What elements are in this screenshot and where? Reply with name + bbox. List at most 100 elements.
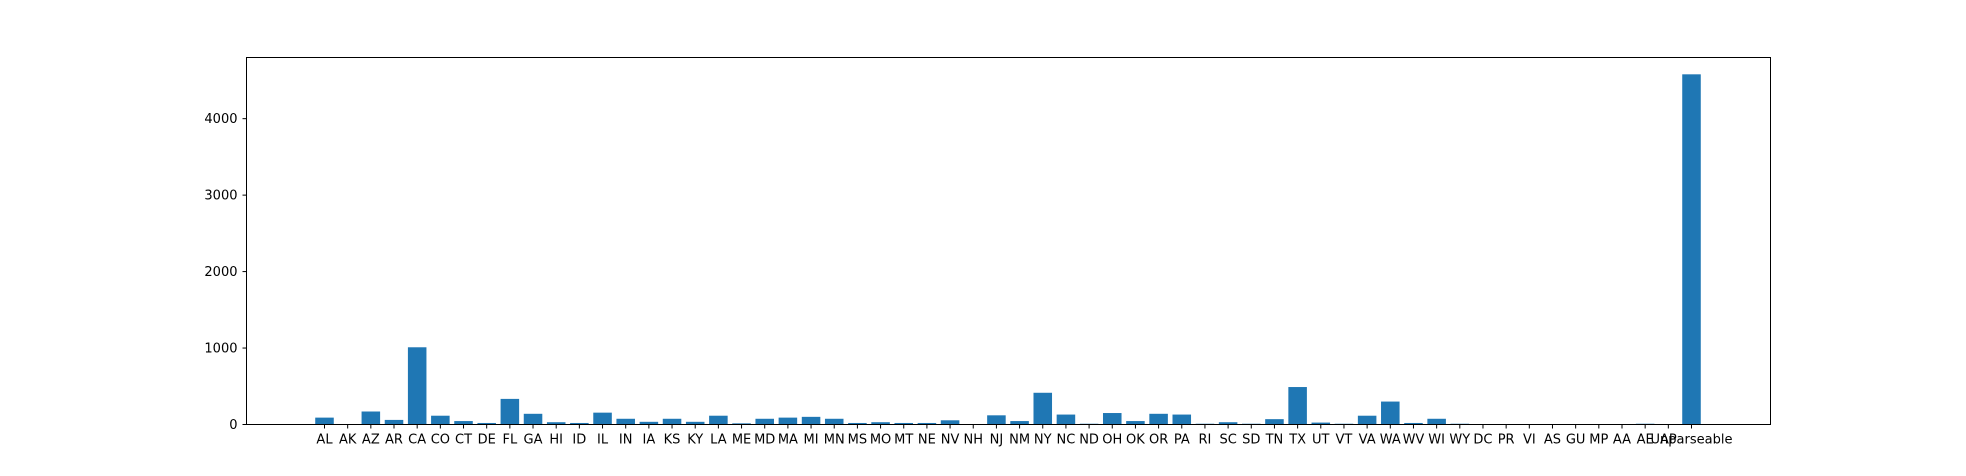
x-tick-label: OH bbox=[1102, 433, 1122, 448]
bar-ia bbox=[639, 421, 659, 425]
bar-co bbox=[431, 415, 450, 425]
x-tick-label: FL bbox=[502, 433, 517, 448]
x-tick-label: VA bbox=[1359, 433, 1376, 448]
x-tick-label: LA bbox=[710, 433, 727, 448]
bar-ms bbox=[848, 422, 867, 425]
x-tick-label: MT bbox=[894, 433, 913, 448]
bar-az bbox=[361, 411, 381, 425]
x-tick-label: WA bbox=[1380, 433, 1401, 448]
bars-group bbox=[315, 74, 1701, 425]
y-tick-label: 0 bbox=[229, 418, 237, 433]
bar-il bbox=[593, 412, 612, 425]
bar-or bbox=[1149, 413, 1168, 425]
bar-nm bbox=[1010, 421, 1029, 425]
bar-mi bbox=[801, 416, 821, 425]
x-tick-label: DE bbox=[478, 433, 496, 448]
bar-ne bbox=[917, 422, 937, 425]
x-tick-label: NH bbox=[963, 433, 983, 448]
bar-fl bbox=[500, 398, 520, 425]
x-tick-label: OR bbox=[1149, 433, 1168, 448]
x-tick-label: AZ bbox=[362, 433, 380, 448]
x-tick-label: AR bbox=[385, 433, 403, 448]
x-tick-label: UT bbox=[1312, 433, 1330, 448]
bar-wa bbox=[1381, 401, 1400, 425]
x-tick-label: ME bbox=[732, 433, 751, 448]
x-tick-label: CA bbox=[408, 433, 426, 448]
x-tick-label: MS bbox=[848, 433, 867, 448]
x-tick-label: MD bbox=[754, 433, 775, 448]
x-tick-label: SC bbox=[1219, 433, 1236, 448]
x-tick-label: TN bbox=[1265, 433, 1284, 448]
x-tick-label: MP bbox=[1589, 433, 1608, 448]
bar-oh bbox=[1102, 413, 1122, 425]
bar-la bbox=[709, 415, 728, 425]
bar-ga bbox=[523, 413, 543, 425]
x-tick-label: VI bbox=[1523, 433, 1536, 448]
bar-ca bbox=[407, 347, 427, 425]
x-tick-label: HI bbox=[549, 433, 563, 448]
y-tick-label: 4000 bbox=[204, 112, 237, 127]
x-tick-label: IA bbox=[643, 433, 656, 448]
y-tick-label: 2000 bbox=[204, 265, 237, 280]
bar-wv bbox=[1404, 422, 1423, 425]
bar-mn bbox=[824, 418, 844, 425]
bar-in bbox=[616, 418, 635, 425]
x-tick-label: MN bbox=[824, 433, 845, 448]
x-tick-label: KY bbox=[687, 433, 703, 448]
bar-unparseable bbox=[1682, 74, 1701, 425]
bar-md bbox=[755, 418, 774, 425]
x-tick-label: AL bbox=[316, 433, 333, 448]
x-tick-label: RI bbox=[1199, 433, 1212, 448]
x-tick-label: SD bbox=[1242, 433, 1260, 448]
x-tick-label: NC bbox=[1057, 433, 1076, 448]
x-tick-label: AS bbox=[1544, 433, 1561, 448]
x-tick-label: AK bbox=[339, 433, 357, 448]
x-tick-label: AE bbox=[1637, 433, 1654, 448]
bar-ok bbox=[1126, 421, 1145, 425]
x-tick-label: AP bbox=[1660, 433, 1677, 448]
x-tick-label: NM bbox=[1009, 433, 1030, 448]
bar-me bbox=[732, 423, 751, 425]
bar-nv bbox=[940, 420, 960, 425]
bar-al bbox=[315, 417, 334, 425]
bar-ma bbox=[778, 417, 798, 425]
x-tick-label: IN bbox=[619, 433, 633, 448]
x-tick-label: Unparseable bbox=[1651, 433, 1733, 448]
bar-sc bbox=[1218, 422, 1238, 425]
bar-mo bbox=[871, 422, 890, 425]
bar-ct bbox=[454, 421, 473, 425]
bar-mt bbox=[894, 422, 914, 425]
bar-ks bbox=[662, 418, 682, 425]
x-tick-label: ID bbox=[572, 433, 586, 448]
x-tick-label: OK bbox=[1126, 433, 1145, 448]
x-tick-label: WI bbox=[1428, 433, 1445, 448]
x-tick-label: MI bbox=[804, 433, 819, 448]
x-tick-label: MA bbox=[778, 433, 798, 448]
bar-id bbox=[570, 422, 589, 425]
y-axis: 0 1000 2000 3000 4000 bbox=[204, 112, 247, 433]
x-tick-label: CT bbox=[455, 433, 472, 448]
bar-nj bbox=[987, 415, 1006, 425]
bar-pa bbox=[1172, 414, 1192, 425]
x-tick-label: ND bbox=[1079, 433, 1099, 448]
x-tick-label: GU bbox=[1566, 433, 1586, 448]
x-tick-label: NE bbox=[918, 433, 936, 448]
bar-ny bbox=[1033, 392, 1053, 425]
bar-ar bbox=[384, 419, 404, 425]
y-tick-label: 1000 bbox=[204, 342, 237, 357]
x-tick-label: VT bbox=[1336, 433, 1353, 448]
bar-va bbox=[1357, 415, 1377, 425]
bar-nc bbox=[1056, 414, 1076, 425]
x-tick-label: WY bbox=[1449, 433, 1470, 448]
bar-tn bbox=[1265, 419, 1284, 425]
y-tick-label: 3000 bbox=[204, 189, 237, 204]
x-tick-label: TX bbox=[1288, 433, 1306, 448]
x-tick-label: NV bbox=[941, 433, 960, 448]
x-tick-label: GA bbox=[524, 433, 543, 448]
x-axis: AL AK AZ AR CA CO CT DE FL GA HI ID IL IN IA KS KY LA ME MD… bbox=[316, 424, 1733, 448]
x-tick-label: WV bbox=[1403, 433, 1425, 448]
x-tick-label: AA bbox=[1613, 433, 1631, 448]
x-tick-label: MO bbox=[870, 433, 891, 448]
bar-de bbox=[477, 422, 496, 425]
